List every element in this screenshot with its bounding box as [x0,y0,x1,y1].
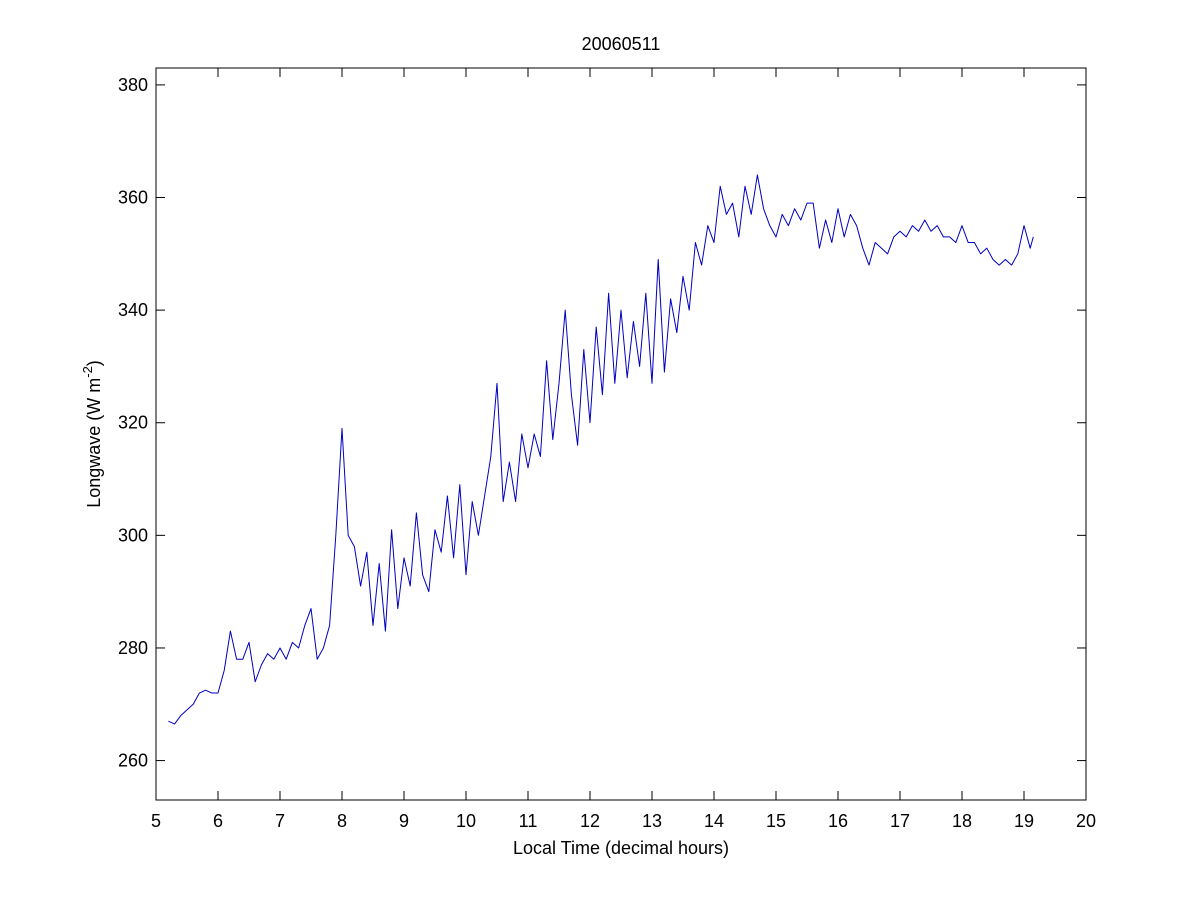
x-axis-label: Local Time (decimal hours) [513,838,729,858]
x-tick-label: 6 [213,811,223,831]
x-tick-label: 18 [952,811,972,831]
x-tick-label: 16 [828,811,848,831]
y-tick-label: 320 [118,413,148,433]
plot-frame [155,67,1087,801]
x-tick-label: 12 [580,811,600,831]
x-tick-label: 14 [704,811,724,831]
x-tick-label: 20 [1076,811,1096,831]
y-tick-label: 360 [118,188,148,208]
y-tick-label: 260 [118,751,148,771]
y-tick-label: 380 [118,75,148,95]
x-tick-label: 15 [766,811,786,831]
x-tick-label: 5 [151,811,161,831]
x-tick-label: 19 [1014,811,1034,831]
y-tick-label: 340 [118,300,148,320]
y-tick-label: 300 [118,525,148,545]
y-tick-label: 280 [118,638,148,658]
y-label-text: Longwave (W m [84,378,104,508]
x-tick-label: 8 [337,811,347,831]
y-axis-label: Longwave (W m-2) [80,360,104,508]
x-tick-label: 9 [399,811,409,831]
y-label-sup: -2 [80,366,95,378]
x-tick-label: 10 [456,811,476,831]
y-label-end: ) [84,360,104,366]
data-line [168,174,1034,725]
chart-title: 20060511 [582,34,661,54]
x-tick-label: 17 [890,811,910,831]
x-tick-label: 7 [275,811,285,831]
x-tick-label: 13 [642,811,662,831]
x-tick-label: 11 [519,811,538,831]
